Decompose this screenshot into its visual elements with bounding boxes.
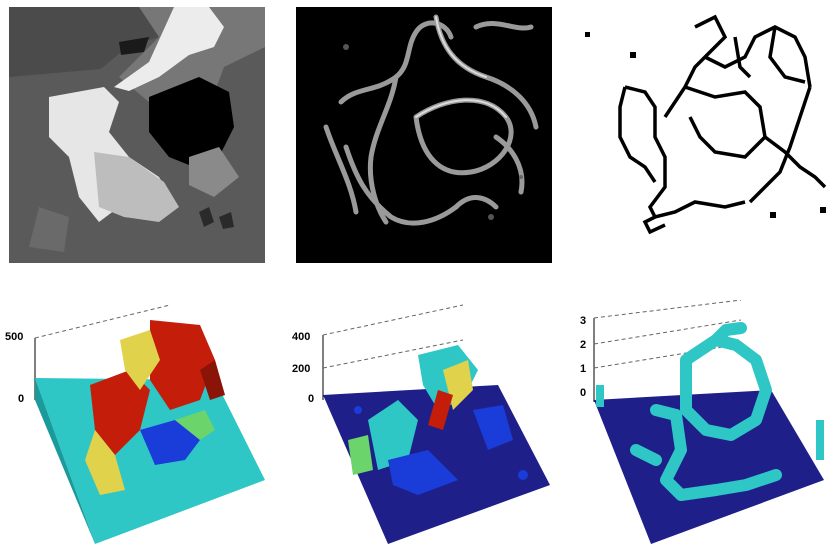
binary-edge-map (575, 7, 829, 263)
z-tick-0: 500 (5, 331, 23, 343)
z-tick-1: 200 (292, 363, 310, 375)
z-tick-1: 0 (18, 393, 24, 405)
z-tick-2: 1 (580, 363, 586, 375)
z-tick-0: 3 (580, 315, 586, 327)
surface-plot-3: 3 2 1 0 (566, 300, 829, 544)
z-tick-3: 0 (580, 387, 586, 399)
surface-plot-1: 500 0 (0, 300, 278, 544)
segmented-image (9, 7, 265, 263)
z-tick-2: 0 (308, 393, 314, 405)
surface-plot-2: 400 200 0 (288, 300, 558, 544)
edge-magnitude-image (296, 7, 552, 263)
z-tick-0: 400 (292, 331, 310, 343)
z-tick-1: 2 (580, 339, 586, 351)
